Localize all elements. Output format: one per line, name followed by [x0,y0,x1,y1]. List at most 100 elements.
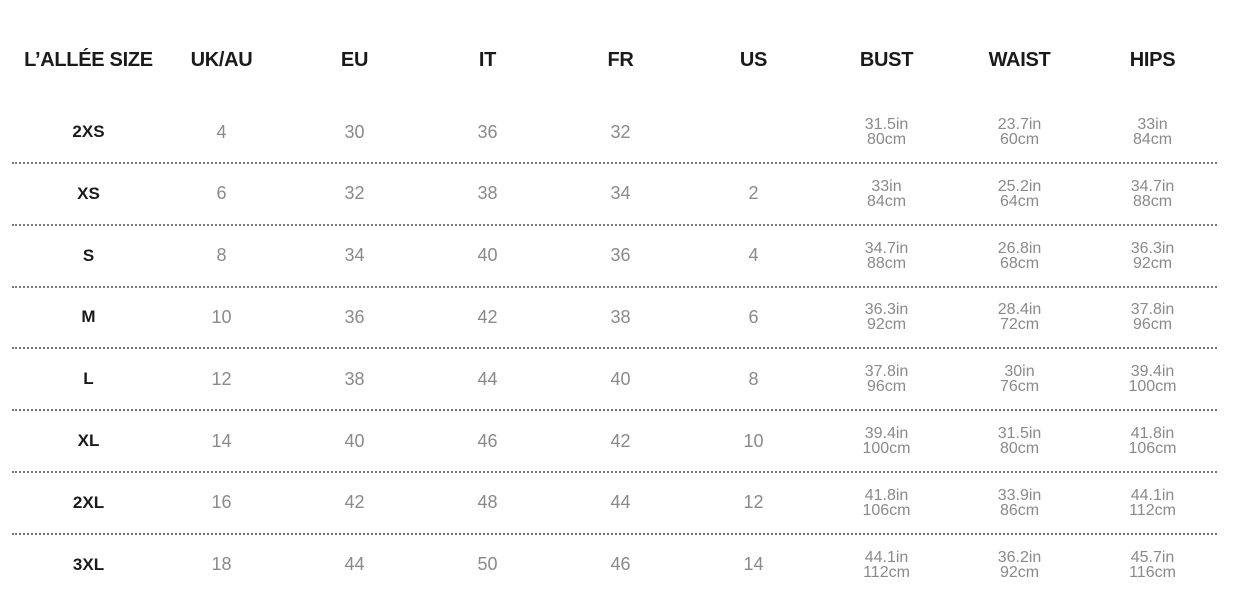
bust-cell: 33in 84cm [820,178,953,209]
waist-cell: 23.7in 60cm [953,117,1086,148]
inch-value: 44.1in [864,548,909,566]
column-header: US [739,49,768,71]
us-cell: 4 [748,245,759,266]
fr-cell: 44 [610,492,631,513]
table-row: 2XL 16 42 48 44 12 41.8in 106cm 33.9in 86cm 44.1in… [22,472,1219,534]
inch-value: 41.8in [864,486,909,504]
cm-value: 88cm [1132,192,1173,210]
cm-value: 84cm [1132,131,1173,148]
cm-value: 116cm [1129,563,1176,581]
uk-cell: 8 [216,245,227,266]
hips-cell: 37.8in 96cm [1086,301,1219,333]
us-cell: 6 [748,306,759,327]
hips-cell: 44.1in 112cm [1086,486,1219,519]
cm-value: 80cm [866,131,907,148]
uk-cell: 16 [211,492,232,513]
row-divider [12,347,1217,350]
cm-value: 106cm [862,501,911,519]
size-cell: XS [77,183,100,203]
hips-cell: 39.4in 100cm [1086,364,1219,396]
waist-cell: 31.5in 80cm [953,425,1086,457]
inch-value: 34.7in [1130,177,1175,195]
waist-cell: 26.8in 68cm [953,239,1086,271]
eu-cell: 36 [344,306,365,327]
cm-value: 112cm [863,563,910,581]
inch-value: 44.1in [1130,486,1175,504]
uk-cell: 4 [216,121,227,142]
us-cell: 8 [748,368,759,389]
eu-cell: 30 [344,121,365,142]
inch-value: 31.5in [997,425,1042,442]
fr-cell: 42 [610,430,631,451]
us-cell: 12 [743,492,764,513]
table-row: S 8 34 40 36 4 34.7in 88cm 26.8in 68cm 36.3in 92cm [22,225,1219,287]
size-cell: L [83,369,94,389]
waist-cell: 33.9in 86cm [953,486,1086,519]
bust-cell: 34.7in 88cm [820,239,953,272]
inch-value: 36.2in [997,548,1042,566]
bust-cell: 44.1in 112cm [820,548,953,581]
fr-cell: 46 [610,554,631,575]
row-divider [12,223,1217,226]
cm-value: 60cm [999,131,1040,148]
inch-value: 37.8in [1130,301,1175,319]
it-cell: 42 [477,306,498,327]
cm-value: 88cm [866,254,907,272]
fr-cell: 34 [610,183,631,204]
it-cell: 38 [477,183,498,204]
eu-cell: 44 [344,554,365,575]
inch-value: 39.4in [864,425,909,442]
hips-cell: 33in 84cm [1086,117,1219,148]
column-header: EU [340,49,369,71]
inch-value: 36.3in [864,301,909,319]
table-row: L 12 38 44 40 8 37.8in 96cm 30in 76cm 39.4in 100cm [22,348,1219,410]
waist-cell: 28.4in 72cm [953,302,1086,334]
cm-value: 72cm [999,316,1040,334]
column-header: UK/AU [190,49,253,71]
cm-value: 112cm [1129,501,1176,519]
size-cell: 3XL [72,554,105,574]
row-divider [12,471,1217,473]
table-row: XS 6 32 38 34 2 33in 84cm 25.2in 64cm 34.7in 88cm [22,163,1219,225]
uk-cell: 14 [211,430,232,451]
it-cell: 48 [477,492,498,513]
row-divider [12,409,1217,412]
size-cell: 2XS [72,122,105,141]
fr-cell: 40 [610,368,631,389]
uk-cell: 18 [211,554,232,575]
waist-cell: 25.2in 64cm [953,178,1086,210]
table-row: M 10 36 42 38 6 36.3in 92cm 28.4in 72cm 37.8in 96cm [22,286,1219,348]
column-header: L’ALLÉE SIZE [24,49,153,71]
bust-cell: 31.5in 80cm [820,117,953,148]
waist-cell: 36.2in 92cm [953,548,1086,580]
column-header: BUST [859,49,914,71]
cm-value: 100cm [1128,378,1177,396]
inch-value: 34.7in [864,239,909,257]
uk-cell: 6 [216,183,227,204]
table-row: 3XL 18 44 50 46 14 44.1in 112cm 36.2in 92cm 45.7in… [22,534,1219,596]
waist-cell: 30in 76cm [953,363,1086,395]
cm-value: 64cm [999,192,1040,210]
cm-value: 100cm [862,440,911,457]
column-header: HIPS [1129,49,1176,71]
inch-value: 33.9in [997,486,1042,504]
row-divider [12,285,1217,288]
table-row: XL 14 40 46 42 10 39.4in 100cm 31.5in 80cm 41.8in 1… [22,410,1219,472]
it-cell: 50 [477,554,498,575]
us-cell: 14 [743,554,764,575]
eu-cell: 40 [344,430,365,451]
size-cell: M [81,307,96,327]
it-cell: 40 [477,245,498,266]
cm-value: 106cm [1128,440,1177,457]
inch-value: 36.3in [1130,239,1175,257]
inch-value: 30in [1004,363,1035,381]
eu-cell: 42 [344,492,365,513]
fr-cell: 36 [610,245,631,266]
row-divider [12,532,1217,535]
column-header: FR [607,49,634,71]
inch-value: 26.8in [997,239,1042,257]
hips-cell: 34.7in 88cm [1086,177,1219,210]
cm-value: 86cm [999,501,1040,519]
header-row: L’ALLÉE SIZE UK/AU EU IT FR US BUST WAIST HIPS [22,42,1219,78]
size-cell: 2XL [72,492,105,512]
